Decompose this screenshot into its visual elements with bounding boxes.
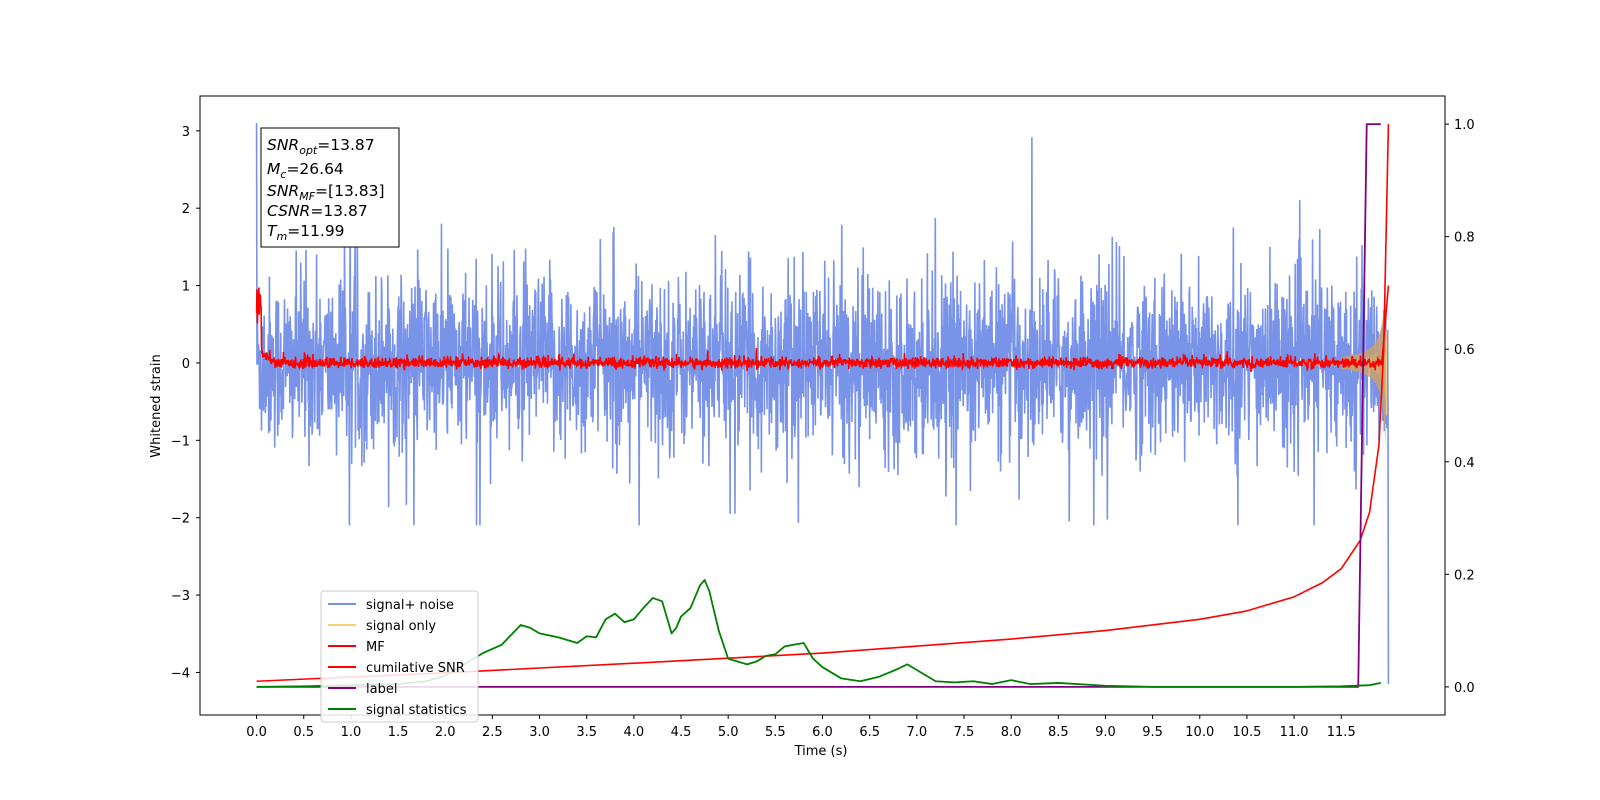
y2-axis-ticks: 0.0 0.2 0.4 0.6 0.8 1.0 (1445, 118, 1475, 696)
x-tick-label: 9.5 (1142, 725, 1163, 740)
mf-trace (255, 285, 1390, 372)
x-tick-label: 1.0 (341, 725, 362, 740)
signal-plus-noise-line (255, 123, 1390, 685)
y2-tick-label: 1.0 (1454, 118, 1475, 133)
y-tick-label: 2 (182, 202, 190, 217)
y-tick-label: −1 (171, 434, 190, 449)
legend-item-mf: MF (328, 640, 385, 655)
annotation-line-snr-mf: SNRMF=[13.83] (267, 182, 385, 203)
x-tick-label: 5.0 (718, 725, 739, 740)
label-line (256, 123, 1381, 688)
annotation-line-tm: Tm=11.99 (267, 222, 345, 243)
x-axis-ticks: 0.0 0.5 1.0 1.5 2.0 2.5 3.0 3.5 4.0 4.5 5.0 5.5 6.0 6… (246, 715, 1356, 740)
legend-label: MF (366, 640, 385, 655)
legend-item-signal-statistics: signal statistics (328, 703, 467, 718)
x-axis-label: Time (s) (794, 744, 848, 759)
signal-statistics-line (256, 579, 1382, 688)
x-tick-label: 11.0 (1280, 725, 1309, 740)
legend-label: label (366, 682, 397, 697)
x-tick-label: 5.5 (765, 725, 786, 740)
signal-plus-noise-trace (255, 123, 1390, 685)
x-tick-label: 10.0 (1185, 725, 1214, 740)
x-tick-label: 6.0 (812, 725, 833, 740)
x-tick-label: 10.5 (1232, 725, 1261, 740)
y-tick-label: −3 (171, 589, 190, 604)
y2-tick-label: 0.8 (1454, 231, 1475, 246)
legend-label: signal+ noise (366, 598, 454, 613)
y-tick-label: −2 (171, 512, 190, 527)
x-tick-label: 9.0 (1095, 725, 1116, 740)
legend-label: signal only (366, 619, 436, 634)
y-tick-label: −4 (171, 666, 190, 681)
x-tick-label: 0.0 (246, 725, 267, 740)
legend-item-signal-plus-noise: signal+ noise (328, 598, 454, 613)
x-tick-label: 1.5 (388, 725, 409, 740)
x-tick-label: 7.5 (954, 725, 975, 740)
legend-label: cumilative SNR (366, 661, 465, 676)
x-tick-label: 4.0 (624, 725, 645, 740)
y2-tick-label: 0.4 (1454, 456, 1475, 471)
y-tick-label: 0 (182, 357, 190, 372)
y-axis-ticks: 3 2 1 0 −1 −2 −3 −4 (171, 125, 200, 681)
mf-line (255, 285, 1390, 372)
label-trace (256, 123, 1381, 688)
snr-annotation-box: SNRopt=13.87 Mc=26.64 SNRMF=[13.83] CSNR… (260, 127, 400, 248)
x-tick-label: 11.5 (1327, 725, 1356, 740)
legend-item-label: label (328, 682, 397, 697)
x-tick-label: 3.0 (529, 725, 550, 740)
annotation-line-snr-opt: SNRopt=13.87 (267, 136, 375, 157)
x-tick-label: 4.5 (671, 725, 692, 740)
legend-item-signal-only: signal only (328, 619, 436, 634)
annotation-line-csnr: CSNR=13.87 (267, 202, 368, 220)
x-tick-label: 7.0 (906, 725, 927, 740)
legend-box (320, 590, 479, 723)
annotation-line-mc: Mc=26.64 (267, 160, 344, 181)
y-tick-label: 3 (182, 125, 190, 140)
y2-tick-label: 0.2 (1454, 568, 1475, 583)
y-axis-label: Whitened strain (149, 354, 164, 457)
legend: signal+ noise signal only MF cumilative … (320, 590, 479, 723)
y2-tick-label: 0.6 (1454, 343, 1475, 358)
x-tick-label: 6.5 (859, 725, 880, 740)
y-tick-label: 1 (182, 280, 190, 295)
x-tick-label: 0.5 (293, 725, 314, 740)
y2-tick-label: 0.0 (1454, 681, 1475, 696)
x-tick-label: 2.5 (482, 725, 503, 740)
x-tick-label: 2.0 (435, 725, 456, 740)
legend-label: signal statistics (366, 703, 467, 718)
x-tick-label: 8.0 (1001, 725, 1022, 740)
x-tick-label: 8.5 (1048, 725, 1069, 740)
legend-item-cumulative-snr: cumilative SNR (328, 661, 465, 676)
signal-statistics-trace (256, 579, 1382, 688)
x-tick-label: 3.5 (576, 725, 597, 740)
